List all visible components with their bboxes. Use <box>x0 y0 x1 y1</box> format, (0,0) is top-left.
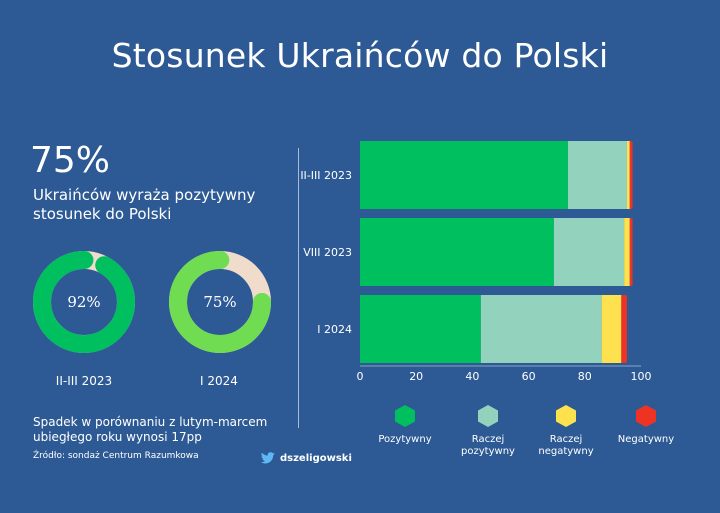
donut-chart-2023: 92% <box>33 251 135 353</box>
bar-segment-raczej-pozytywny <box>553 218 625 286</box>
legend-label: Raczej <box>471 434 505 445</box>
x-tick-label: 60 <box>522 370 536 383</box>
donut-value-arc <box>33 251 135 353</box>
twitter-icon <box>261 452 275 464</box>
section-divider <box>298 148 299 428</box>
bar-segment-raczej-pozytywny <box>480 295 602 363</box>
bar-segment-pozytywny <box>360 295 481 363</box>
x-tick-label: 100 <box>631 370 652 383</box>
legend-swatch-raczej-pozytywny <box>478 405 498 427</box>
x-tick-label: 80 <box>578 370 592 383</box>
category-label: II-III 2023 <box>300 169 352 182</box>
x-tick-label: 20 <box>409 370 423 383</box>
x-tick-label: 40 <box>465 370 479 383</box>
donut-value-arc <box>169 251 271 353</box>
donut-label-2023: II-III 2023 <box>55 374 113 388</box>
bar-segment-raczej-pozytywny <box>567 141 627 209</box>
headline-value: 75% <box>30 140 111 181</box>
legend-swatch-pozytywny <box>395 405 415 427</box>
legend-item-pozytywny: Pozytywny <box>350 404 460 446</box>
bar-segment-negatywny <box>621 295 627 363</box>
donut-label-2024: I 2024 <box>200 374 238 388</box>
bar-segment-raczej-negatywny <box>624 218 630 286</box>
social-handle-text: dszeligowski <box>280 452 352 464</box>
legend-label: negatywny <box>538 446 594 457</box>
bar-segment-raczej-negatywny <box>601 295 622 363</box>
legend-item-negatywny: Negatywny <box>591 404 701 446</box>
legend-label: Negatywny <box>617 434 675 445</box>
headline-description: Ukraińców wyraża pozytywny stosunek do P… <box>33 186 256 223</box>
social-handle[interactable]: dszeligowski <box>261 452 352 464</box>
bar-segment-pozytywny <box>360 218 554 286</box>
source-note: Źródło: sondaż Centrum Razumkowa <box>33 451 199 461</box>
category-label: I 2024 <box>317 323 352 336</box>
bar-segment-pozytywny <box>360 141 568 209</box>
category-label: VIII 2023 <box>303 246 352 259</box>
legend-item-raczej-negatywny: Raczej negatywny <box>511 404 621 458</box>
donut-center-label: 92% <box>67 293 100 311</box>
legend-swatch-raczej-negatywny <box>556 405 576 427</box>
bar-segment-negatywny <box>629 218 633 286</box>
legend-label: Raczej <box>549 434 583 445</box>
donut-chart-2024: 75% <box>169 251 271 353</box>
x-tick-label: 0 <box>357 370 364 383</box>
donut-center-label: 75% <box>203 293 236 311</box>
page-title: Stosunek Ukraińców do Polski <box>111 36 609 75</box>
legend-swatch-negatywny <box>636 405 656 427</box>
change-note: Spadek w porównaniu z lutym-marcem ubieg… <box>33 415 268 444</box>
legend-item-raczej-pozytywny: Raczej pozytywny <box>433 404 543 458</box>
bar-segment-negatywny <box>629 141 633 209</box>
bar-segment-raczej-negatywny <box>626 141 630 209</box>
legend-label: pozytywny <box>461 446 515 457</box>
donut-charts: 92% 75% <box>33 251 271 353</box>
legend-label: Pozytywny <box>378 434 432 445</box>
